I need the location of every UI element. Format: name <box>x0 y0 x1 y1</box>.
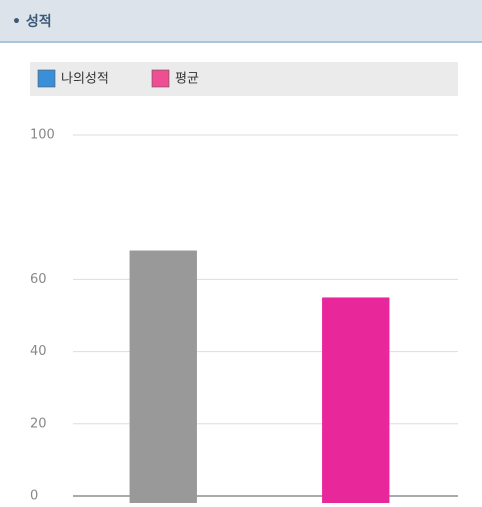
legend-label: 나의성적 <box>61 72 109 87</box>
legend-label: 평균 <box>175 72 199 87</box>
bar <box>322 297 390 503</box>
y-tick-label: 40 <box>30 344 47 359</box>
section-header: • 성적 <box>0 0 482 43</box>
legend-box <box>30 62 458 96</box>
legend-swatch <box>151 69 170 88</box>
header-title: • 성적 <box>12 14 52 30</box>
header-title-text: 성적 <box>25 14 52 30</box>
legend-swatch <box>37 69 56 88</box>
y-tick-label: 60 <box>30 272 47 287</box>
y-tick-label: 20 <box>30 416 47 431</box>
bar <box>129 250 197 503</box>
y-tick-label: 100 <box>30 128 55 143</box>
y-tick-label: 0 <box>30 489 38 504</box>
